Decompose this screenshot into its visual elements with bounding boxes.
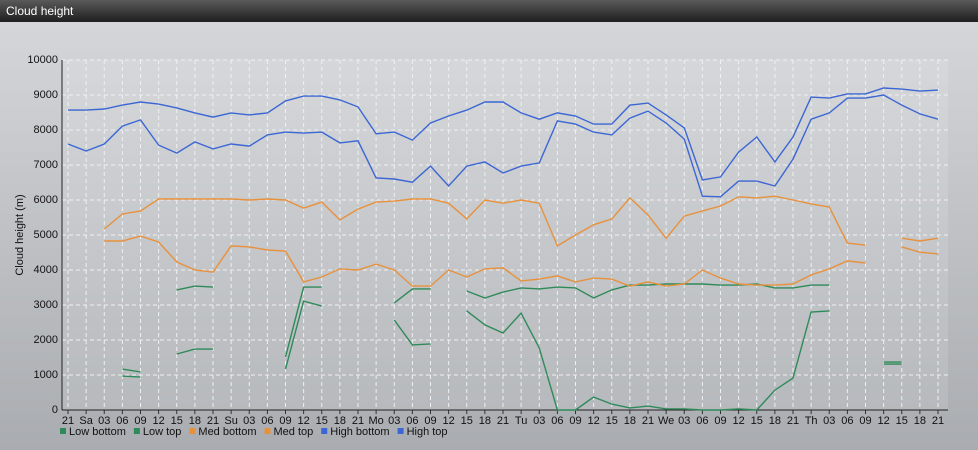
legend-swatch — [264, 428, 271, 434]
x-tick-label: 03 — [243, 415, 255, 427]
x-tick-label: 18 — [334, 415, 346, 427]
legend-label: Med top — [274, 426, 314, 438]
y-tick-label: 3000 — [34, 299, 58, 311]
x-tick-label: 12 — [298, 415, 310, 427]
x-tick-label: Mo — [368, 415, 383, 427]
x-tick-label: 15 — [896, 415, 908, 427]
legend-swatch — [321, 428, 328, 434]
x-tick-label: 21 — [62, 415, 74, 427]
y-tick-label: 6000 — [34, 194, 58, 206]
x-tick-label: 03 — [98, 415, 110, 427]
x-tick-label: 06 — [696, 415, 708, 427]
y-tick-label: 2000 — [34, 334, 58, 346]
legend-label: High bottom — [330, 426, 389, 438]
x-tick-label: 09 — [569, 415, 581, 427]
x-tick-label: 15 — [316, 415, 328, 427]
x-tick-label: 15 — [461, 415, 473, 427]
x-tick-label: Tu — [515, 415, 527, 427]
series-line — [68, 87, 939, 181]
x-tick-label: 09 — [859, 415, 871, 427]
x-tick-label: 21 — [207, 415, 219, 427]
x-tick-label: Th — [805, 415, 818, 427]
x-tick-label: 06 — [261, 415, 273, 427]
y-tick-label: 0 — [52, 404, 58, 416]
x-tick-label: 09 — [714, 415, 726, 427]
x-tick-label: 12 — [443, 415, 455, 427]
chart: Cloud height (m) 0 1000 2000 3000 4000 5000 60… — [14, 54, 948, 438]
x-tick-label: 03 — [823, 415, 835, 427]
legend-label: Low top — [143, 426, 182, 438]
y-tick-label: 5000 — [34, 229, 58, 241]
legend-swatch — [133, 428, 140, 434]
x-tick-label: 09 — [134, 415, 146, 427]
legend-swatch — [397, 428, 404, 434]
x-tick-label: 06 — [551, 415, 563, 427]
y-tick-label: 7000 — [34, 159, 58, 171]
chart-title: Cloud height — [6, 4, 74, 18]
x-tick-label: 15 — [751, 415, 763, 427]
y-tick-label: 9000 — [34, 89, 58, 101]
x-tick-label: 18 — [769, 415, 781, 427]
x-tick-label: Sa — [79, 415, 93, 427]
x-tick-label: 21 — [497, 415, 509, 427]
x-tick-label: 21 — [787, 415, 799, 427]
x-tick-label: 12 — [153, 415, 165, 427]
series-line — [67, 94, 939, 198]
y-tick-label: 4000 — [34, 264, 58, 276]
x-tick-label: 12 — [733, 415, 745, 427]
x-tick-label: 18 — [479, 415, 491, 427]
legend-swatch — [60, 428, 66, 434]
x-tick-label: 09 — [279, 415, 291, 427]
series-line — [122, 283, 902, 373]
legend-label: High top — [407, 426, 448, 438]
x-tick-label: We — [658, 415, 674, 427]
x-tick-label: 15 — [606, 415, 618, 427]
x-tick-label: 12 — [878, 415, 890, 427]
x-tick-label: 06 — [406, 415, 418, 427]
x-tick-label: 03 — [388, 415, 400, 427]
series-line — [104, 235, 939, 287]
x-tick-label: Su — [224, 415, 237, 427]
y-tick-label: 1000 — [34, 369, 58, 381]
x-tick-label: 18 — [914, 415, 926, 427]
legend-label: Med bottom — [198, 426, 256, 438]
x-tick-label: 06 — [116, 415, 128, 427]
x-tick-label: 12 — [588, 415, 600, 427]
legend-swatch — [189, 428, 196, 434]
x-tick-label: 18 — [189, 415, 201, 427]
x-tick-label: 03 — [678, 415, 690, 427]
y-axis-label: Cloud height (m) — [14, 194, 26, 275]
y-tick-label: 10000 — [27, 54, 58, 66]
title-bar: Cloud height — [0, 0, 978, 22]
x-tick-label: 21 — [932, 415, 944, 427]
series-line — [103, 195, 939, 247]
x-tick-label: 03 — [533, 415, 545, 427]
x-tick-label: 09 — [424, 415, 436, 427]
x-tick-label: 21 — [642, 415, 654, 427]
y-tick-label: 8000 — [34, 124, 58, 136]
x-tick-label: 21 — [352, 415, 364, 427]
x-tick-label: 15 — [171, 415, 183, 427]
x-tick-label: 18 — [624, 415, 636, 427]
x-tick-label: 06 — [841, 415, 853, 427]
legend-label: Low bottom — [69, 426, 126, 438]
series-line — [122, 300, 902, 411]
